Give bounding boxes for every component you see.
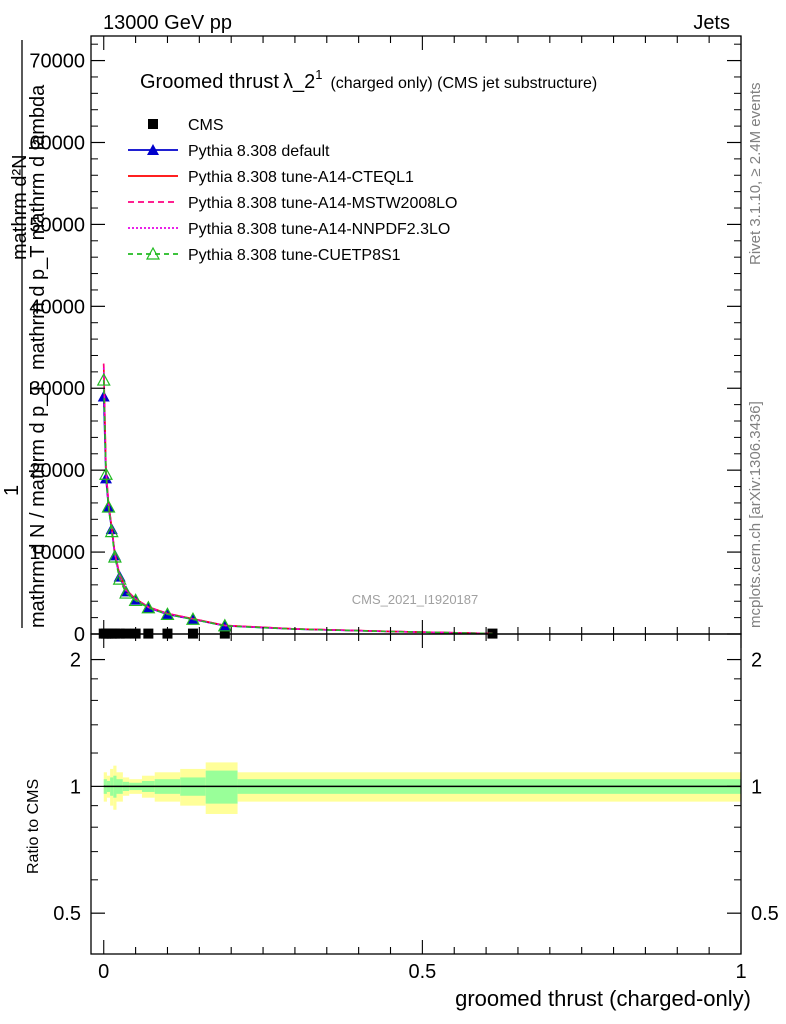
data-point [185, 612, 200, 625]
legend-item: Pythia 8.308 default [128, 143, 330, 160]
legend-item: Pythia 8.308 tune-A14-MSTW2008LO [128, 195, 457, 212]
main-series-group [96, 363, 498, 639]
ratio-y-ticks: 0.5 0.5 1 1 2 2 [53, 650, 779, 926]
legend: CMS Pythia 8.308 default Pythia 8.308 tune… [128, 117, 457, 264]
x-tick-label: 0 [98, 961, 109, 983]
title-main: Groomed thrust [140, 71, 279, 93]
y-axis-label-bottom: mathrm d N / mathrm d p_T [27, 382, 49, 628]
ratio-x-ticks: 0 0.5 1 [98, 634, 747, 983]
ratio-y-tick-label-right: 1 [751, 776, 762, 798]
y-tick-label: 60000 [29, 132, 85, 154]
ratio-panel: 0.5 0.51 12 2 0 0.5 1 [53, 633, 779, 983]
rivet-label: Rivet 3.1.10, ≥ 2.4M events [747, 83, 764, 266]
legend-marker [147, 144, 159, 155]
legend-item: Pythia 8.308 tune-CUETP8S1 [128, 246, 401, 264]
ratio-y-label: Ratio to CMS [25, 779, 42, 874]
data-point [119, 585, 134, 599]
title-sup: 1 [315, 67, 322, 82]
data-point [96, 372, 111, 386]
main-panel: 0 10000 20000 30000 40000 50000 60000 70000 [29, 35, 742, 646]
ratio-y-tick-label: 1 [70, 776, 81, 798]
legend-label: Pythia 8.308 tune-CUETP8S1 [188, 247, 401, 264]
data-point [98, 467, 113, 480]
ratio-frame [90, 633, 742, 955]
data-point [141, 600, 156, 614]
y-tick-label: 20000 [29, 460, 85, 482]
data-point [217, 618, 232, 632]
ratio-y-tick-label: 2 [70, 650, 81, 672]
chart-title: Groomed thrust λ_21 (charged only) (CMS je… [140, 67, 597, 93]
y-tick-label: 70000 [29, 51, 85, 73]
ratio-bands [103, 762, 741, 814]
data-point [128, 593, 143, 607]
legend-label: Pythia 8.308 tune-A14-MSTW2008LO [188, 195, 457, 212]
series-line [102, 380, 493, 635]
data-point [112, 571, 127, 585]
category-label: Jets [693, 12, 730, 34]
legend-label: Pythia 8.308 tune-A14-CTEQL1 [188, 169, 414, 186]
legend-item: CMS [148, 117, 224, 134]
main-y-ticks: 0 10000 20000 30000 40000 50000 60000 70000 [29, 43, 741, 646]
series-5 [96, 372, 493, 635]
y-axis-label-top: mathrm d²N [9, 154, 31, 260]
legend-item: Pythia 8.308 tune-A14-CTEQL1 [128, 169, 414, 186]
ratio-y-tick-label-right: 2 [751, 650, 762, 672]
legend-label: CMS [188, 117, 224, 134]
energy-label: 13000 GeV pp [103, 12, 232, 34]
x-tick-label: 0.5 [408, 961, 436, 983]
data-point [160, 607, 175, 620]
data-point [101, 499, 116, 513]
analysis-watermark: CMS_2021_I1920187 [352, 592, 479, 607]
x-axis-label: groomed thrust (charged-only) [455, 986, 751, 1011]
title-rest: (charged only) (CMS jet substructure) [330, 75, 597, 92]
y-tick-label: 0 [74, 624, 85, 646]
y-axis-label-top-2: mathrm d p_T mathrm d lambda [27, 84, 49, 370]
legend-label: Pythia 8.308 default [188, 143, 330, 160]
y-tick-label: 30000 [29, 378, 85, 400]
ratio-y-tick-label: 0.5 [53, 903, 81, 925]
data-point [104, 524, 119, 538]
y-tick-label: 50000 [29, 214, 85, 236]
ratio-y-tick-label-right: 0.5 [751, 903, 779, 925]
title-lambda: λ_2 [283, 71, 315, 93]
legend-marker [145, 246, 161, 260]
y-axis-label-one: 1 [1, 485, 23, 496]
legend-item: Pythia 8.308 tune-A14-NNPDF2.3LO [128, 221, 450, 238]
y-tick-label: 10000 [29, 542, 85, 564]
legend-marker [148, 119, 158, 129]
legend-label: Pythia 8.308 tune-A14-NNPDF2.3LO [188, 221, 450, 238]
mcplots-label: mcplots.cern.ch [arXiv:1306.3436] [747, 401, 764, 628]
x-tick-label: 1 [735, 961, 746, 983]
data-point [107, 549, 122, 563]
main-x-ticks [103, 36, 742, 634]
y-tick-label: 40000 [29, 296, 85, 318]
